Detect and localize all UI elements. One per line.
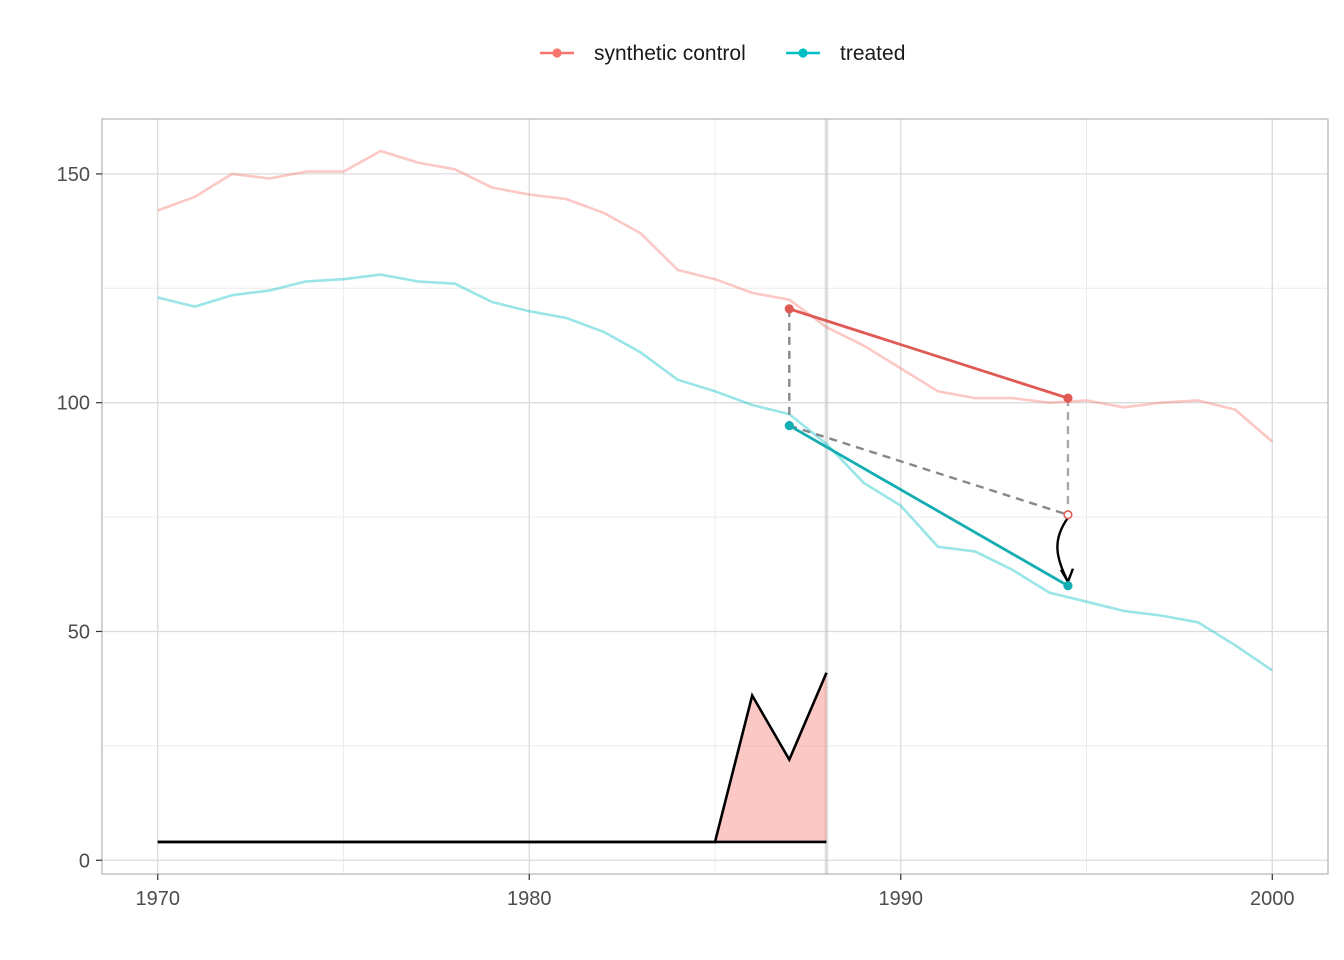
- legend-key-point: [798, 48, 808, 58]
- x-tick-label: 1980: [507, 888, 552, 910]
- y-tick-label: 0: [79, 850, 90, 872]
- legend-label: treated: [840, 42, 905, 65]
- grid: [102, 119, 1328, 874]
- counterfactual-dashed-line: [788, 424, 1069, 516]
- legend-key-point: [552, 48, 562, 58]
- synthetic-point: [1063, 393, 1073, 403]
- treated-point: [784, 420, 794, 431]
- panel-border: [101, 118, 1329, 875]
- series-line-synthetic-control: [157, 149, 1274, 443]
- y-tick-label: 150: [57, 164, 90, 186]
- treated-highlight-segment: [788, 424, 1069, 587]
- x-tick-label: 2000: [1250, 888, 1295, 910]
- weights-area-fill: [157, 672, 827, 842]
- weights-line: [157, 672, 828, 844]
- legend-label: synthetic control: [594, 42, 746, 65]
- synthetic-highlight-segment: [788, 307, 1069, 400]
- x-tick-label: 1990: [879, 888, 924, 910]
- plot-marks: [157, 119, 1274, 874]
- x-tick-label: 1970: [135, 888, 180, 910]
- counterfactual-point: [1063, 510, 1073, 520]
- y-tick-label: 50: [68, 621, 90, 643]
- axes: 1970 1980 1990 2000 0 50 100 150: [57, 164, 1295, 910]
- treated-point: [1063, 581, 1073, 591]
- series-line-treated: [157, 273, 1274, 672]
- y-tick-label: 100: [57, 393, 90, 415]
- legend: synthetic control treated: [540, 42, 905, 65]
- synthetic-point: [784, 304, 794, 314]
